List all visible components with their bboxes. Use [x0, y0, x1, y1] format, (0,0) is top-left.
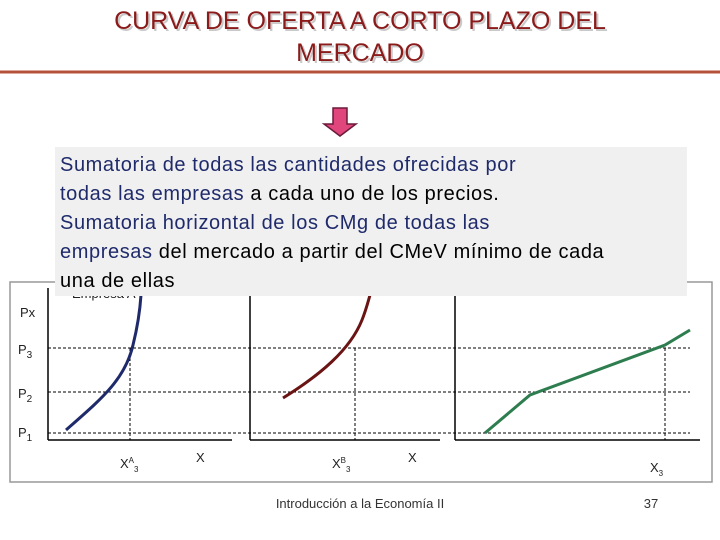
text-segment: Sumatoria horizontal de los CMg de todas… [60, 212, 490, 234]
x-label: XB3 [332, 456, 351, 474]
text-segment: del mercado a partir del CMeV mínimo de … [153, 241, 605, 263]
text-segment: una de ellas [60, 270, 175, 292]
footer-course: Introducción a la Economía II [276, 496, 444, 511]
graph: Px Empresa A P3 P2 P1 XA3 X XB3 X X3 [9, 281, 713, 483]
price-label-sub: 3 [27, 350, 33, 361]
price-label-sub: 1 [27, 433, 33, 444]
x-label-main: X [120, 456, 129, 471]
price-label-main: P [18, 342, 27, 357]
price-label-main: P [18, 386, 27, 401]
text-line: todas las empresas a cada uno de los pre… [60, 183, 499, 205]
price-label: P1 [18, 425, 33, 444]
text-line: una de ellas [60, 270, 175, 292]
price-label: P3 [18, 342, 33, 361]
page-number: 37 [644, 496, 658, 511]
text-segment: a cada uno de los precios. [244, 183, 499, 205]
text-line: empresas del mercado a partir del CMeV m… [60, 241, 605, 263]
market-supply-curve [484, 328, 691, 435]
x-label-main: X [196, 450, 205, 465]
title-shadow: CURVA DE OFERTA A CORTO PLAZO DEL [116, 9, 608, 37]
price-label-sub: 2 [27, 394, 33, 405]
x-label: XA3 [120, 456, 139, 474]
x-label-sub: 3 [346, 465, 351, 474]
price-label: P2 [18, 386, 33, 405]
price-label-main: P [18, 425, 27, 440]
text-segment: empresas [60, 241, 153, 263]
text-segment: todas las empresas [60, 183, 244, 205]
x-label: X3 [650, 460, 664, 478]
x-label-main: X [650, 460, 659, 475]
supply-curve-a [65, 294, 143, 432]
x-label: X [408, 450, 417, 465]
title-line: MERCADO [296, 39, 424, 67]
down-arrow [321, 107, 359, 137]
text-line: Sumatoria horizontal de los CMg de todas… [60, 212, 490, 234]
x-label-main: X [332, 456, 341, 471]
title-shadow: MERCADO [298, 41, 426, 69]
x-label-sup: A [129, 456, 135, 465]
y-axis-label: Px [20, 305, 36, 320]
text-line: Sumatoria de todas las cantidades ofreci… [60, 154, 516, 176]
graph-frame [9, 281, 713, 483]
text-segment: Sumatoria de todas las cantidades ofreci… [60, 154, 516, 176]
x-label-sub: 3 [134, 465, 139, 474]
x-label-sub: 3 [659, 469, 664, 478]
x-label-main: X [408, 450, 417, 465]
x-label: X [196, 450, 205, 465]
x-label-sup: B [341, 456, 346, 465]
supply-curve-b [282, 294, 372, 400]
title-line: CURVA DE OFERTA A CORTO PLAZO DEL [114, 7, 606, 35]
text-box-background [55, 147, 687, 296]
text-box: Sumatoria de todas las cantidades ofreci… [55, 147, 687, 296]
